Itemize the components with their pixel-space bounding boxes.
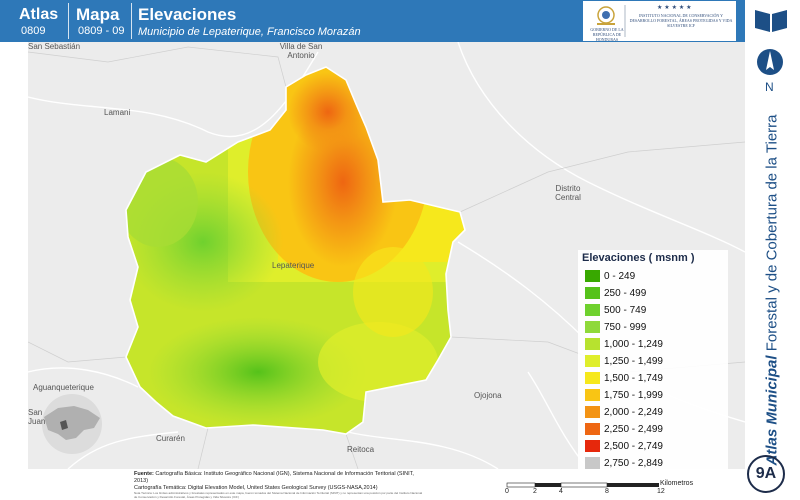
legend-swatch: [585, 389, 600, 401]
legend-label: 750 - 999: [604, 322, 647, 333]
legend-rows: 0 - 249 250 - 499 500 - 749 750 - 999 1,000 …: [582, 268, 724, 472]
honduras-inset: [42, 394, 102, 454]
legend-label: 250 - 499: [604, 288, 647, 299]
legend-label: 1,250 - 1,499: [604, 356, 663, 367]
scale-tick-label: 8: [605, 488, 609, 495]
legend-swatch: [585, 287, 600, 299]
scale-tick-label: 2: [533, 488, 537, 495]
legend-item: 1,250 - 1,499: [582, 353, 724, 370]
header-divider: [68, 3, 69, 39]
legend-item: 2,500 - 2,749: [582, 438, 724, 455]
logo-right-text: INSTITUTO NACIONAL DE CONSERVACIÓN Y DES…: [629, 13, 733, 28]
map-canvas: [28, 42, 745, 469]
legend-label: 1,750 - 1,999: [604, 390, 663, 401]
legend-title: Elevaciones ( msnm ): [582, 252, 695, 264]
elevation-map: San Sebastián Villa de San Antonio Laman…: [28, 42, 745, 469]
scale-bar-graphic: [506, 482, 659, 488]
scale-tick-label: 12: [657, 488, 665, 495]
place-villa-de-san-antonio: Villa de San Antonio: [276, 42, 326, 60]
legend-swatch: [585, 338, 600, 350]
sources-line1: Cartografía Básica: Instituto Geográfico…: [134, 471, 414, 484]
legend-swatch: [585, 372, 600, 384]
legend-label: 2,500 - 2,749: [604, 441, 663, 452]
legend-item: 2,000 - 2,249: [582, 404, 724, 421]
legend-label: 1,500 - 1,749: [604, 373, 663, 384]
legend-item: 1,000 - 1,249: [582, 336, 724, 353]
place-san-juan: San Juan: [28, 408, 46, 426]
logo-left-text: GOBIERNO DE LA REPÚBLICA DE HONDURAS: [590, 27, 624, 42]
institution-logos: ★ ★ ★ ★ ★ GOBIERNO DE LA REPÚBLICA DE HO…: [583, 1, 736, 42]
sources-label: Fuente:: [134, 471, 154, 477]
elevation-legend: Elevaciones ( msnm ) 0 - 249 250 - 499 500…: [578, 250, 728, 474]
atlas-code: 0809: [21, 25, 46, 37]
sources-block: Fuente: Cartografía Básica: Instituto Ge…: [134, 471, 424, 492]
municipality-border: [125, 66, 466, 435]
place-reitoca: Reitoca: [347, 445, 375, 454]
mapa-code: 0809 - 09: [78, 25, 125, 37]
right-sidebar: N: [745, 0, 800, 500]
page-title: Elevaciones: [138, 5, 237, 24]
legend-swatch: [585, 304, 600, 316]
map-badge: 9A: [747, 455, 785, 493]
legend-label: 2,250 - 2,499: [604, 424, 663, 435]
place-villa-line1: Villa de San: [279, 42, 323, 51]
north-label: N: [765, 80, 774, 94]
header-bar: Atlas 0809 Mapa 0809 - 09 Elevaciones Mu…: [0, 0, 745, 42]
mapa-box: Mapa 0809 - 09: [69, 0, 131, 42]
legend-label: 0 - 249: [604, 271, 636, 282]
legend-label: 500 - 749: [604, 305, 647, 316]
scale-unit: Kilometros: [660, 480, 694, 487]
place-ojojona: Ojojona: [474, 391, 502, 400]
legend-swatch: [585, 406, 600, 418]
legend-swatch: [585, 321, 600, 333]
header-divider: [131, 3, 132, 39]
place-distrito-line1: Distrito: [555, 184, 581, 193]
book-icon: [755, 10, 787, 75]
legend-label: 1,000 - 1,249: [604, 339, 663, 350]
place-curaren: Curarén: [156, 434, 185, 443]
legend-item: 2,250 - 2,499: [582, 421, 724, 438]
legend-swatch: [585, 270, 600, 282]
place-san-sebastian: San Sebastián: [28, 42, 81, 51]
page-subtitle: Municipio de Lepaterique, Francisco Mora…: [138, 26, 361, 38]
legend-item: 2,750 - 2,849: [582, 455, 724, 472]
seal-icon: ★ ★ ★ ★ ★: [597, 4, 692, 37]
sidebar-title-rest: Forestal y de Cobertura de la Tierra: [763, 114, 781, 352]
atlas-box: Atlas 0809: [0, 0, 68, 42]
mapa-label: Mapa: [76, 5, 120, 24]
technical-notes: Nota Técnica: Los límites administrativo…: [134, 491, 423, 499]
scale-tick-label: 4: [559, 488, 563, 495]
sidebar-title-bold: Atlas Municipal: [763, 355, 781, 466]
legend-item: 250 - 499: [582, 285, 724, 302]
legend-swatch: [585, 440, 600, 452]
place-distrito-line2: Central: [555, 193, 581, 202]
legend-item: 0 - 249: [582, 268, 724, 285]
legend-label: 2,750 - 2,849: [604, 458, 663, 469]
legend-label: 2,000 - 2,249: [604, 407, 663, 418]
legend-swatch: [585, 423, 600, 435]
place-distrito-central: Distrito Central: [553, 184, 583, 202]
scale-bar: 0 2 4 8 12: [505, 478, 665, 496]
sidebar-title: Atlas Municipal Forestal y de Cobertura …: [764, 115, 781, 466]
place-aguanqueterique: Aguanqueterique: [33, 383, 94, 392]
scale-tick-label: 0: [505, 488, 509, 495]
place-villa-line2: Antonio: [287, 51, 315, 60]
place-san-juan-line1: San: [28, 408, 43, 417]
place-lepaterique: Lepaterique: [272, 261, 315, 270]
svg-text:★ ★ ★ ★ ★: ★ ★ ★ ★ ★: [657, 4, 692, 11]
place-lamani: Lamani: [104, 108, 131, 117]
legend-item: 750 - 999: [582, 319, 724, 336]
sources-line2: Cartografía Temática: Digital Elevation …: [134, 485, 378, 491]
legend-item: 1,750 - 1,999: [582, 387, 724, 404]
legend-item: 1,500 - 1,749: [582, 370, 724, 387]
legend-swatch: [585, 355, 600, 367]
atlas-label: Atlas: [19, 6, 59, 23]
place-san-juan-line2: Juan: [28, 417, 46, 426]
legend-swatch: [585, 457, 600, 469]
legend-item: 500 - 749: [582, 302, 724, 319]
